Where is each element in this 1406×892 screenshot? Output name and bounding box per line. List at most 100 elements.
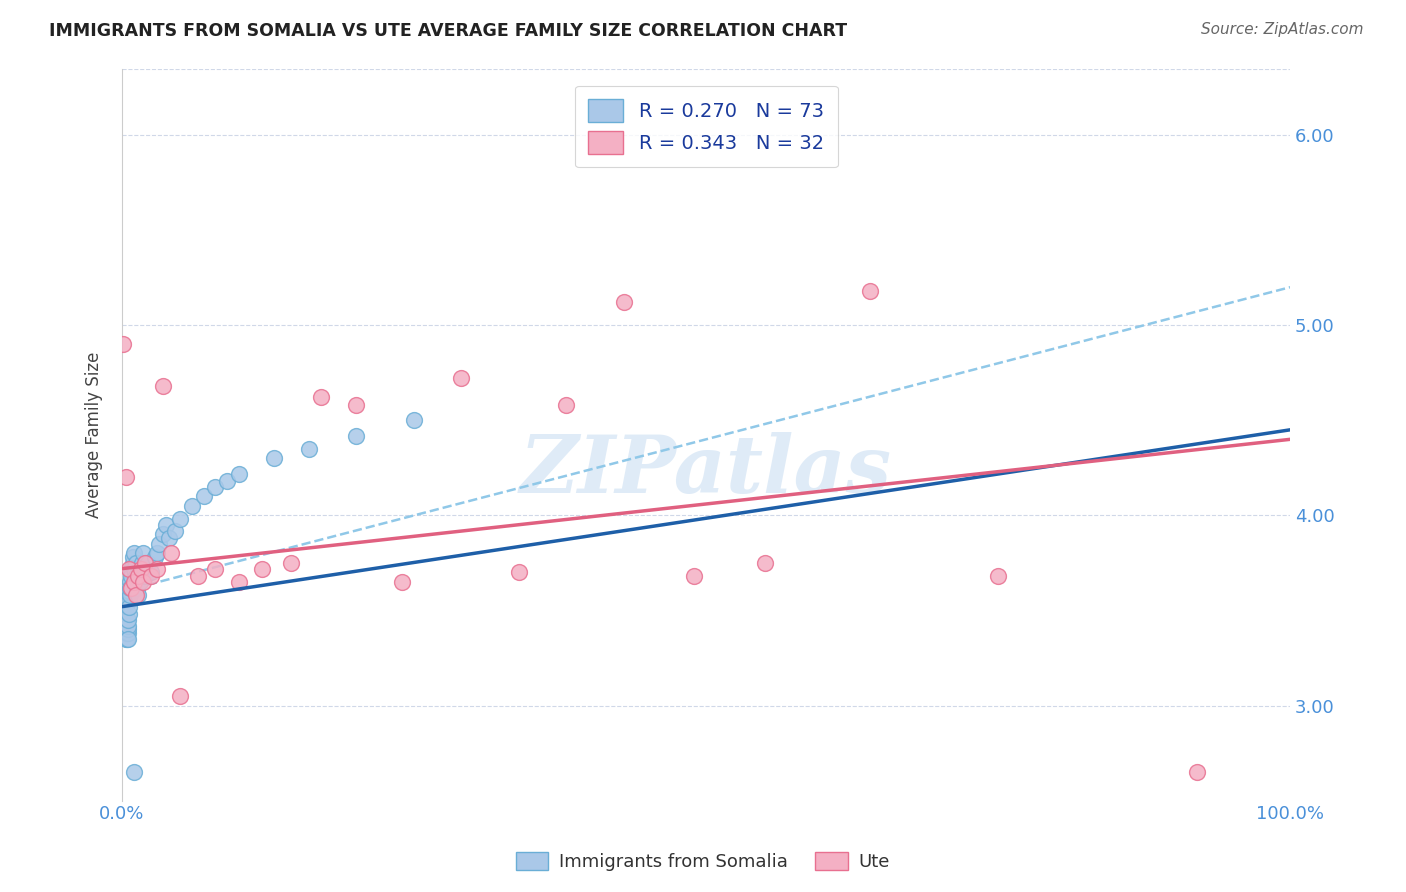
Point bbox=[1185, 765, 1208, 780]
Point bbox=[263, 451, 285, 466]
Point bbox=[252, 561, 274, 575]
Point bbox=[987, 569, 1010, 583]
Point bbox=[115, 623, 138, 637]
Point bbox=[134, 561, 156, 575]
Point bbox=[114, 626, 136, 640]
Point bbox=[112, 599, 135, 614]
Point bbox=[450, 371, 472, 385]
Point bbox=[117, 632, 139, 646]
Point bbox=[132, 574, 155, 589]
Point bbox=[141, 566, 163, 580]
Point bbox=[114, 623, 136, 637]
Point bbox=[344, 428, 367, 442]
Point bbox=[131, 556, 153, 570]
Point bbox=[112, 613, 135, 627]
Point bbox=[112, 607, 135, 622]
Point bbox=[134, 569, 156, 583]
Text: IMMIGRANTS FROM SOMALIA VS UTE AVERAGE FAMILY SIZE CORRELATION CHART: IMMIGRANTS FROM SOMALIA VS UTE AVERAGE F… bbox=[49, 22, 848, 40]
Point bbox=[193, 489, 215, 503]
Point bbox=[141, 569, 163, 583]
Point bbox=[404, 413, 426, 427]
Text: Source: ZipAtlas.com: Source: ZipAtlas.com bbox=[1201, 22, 1364, 37]
Point bbox=[118, 599, 141, 614]
Point bbox=[112, 603, 135, 617]
Point bbox=[120, 581, 142, 595]
Point bbox=[127, 588, 149, 602]
Point bbox=[114, 470, 136, 484]
Point bbox=[143, 550, 166, 565]
Point bbox=[228, 574, 250, 589]
Point bbox=[754, 556, 776, 570]
Point bbox=[118, 584, 141, 599]
Point bbox=[124, 574, 146, 589]
Point bbox=[391, 574, 413, 589]
Point bbox=[112, 613, 135, 627]
Point bbox=[114, 607, 136, 622]
Point bbox=[127, 569, 149, 583]
Point bbox=[152, 527, 174, 541]
Point bbox=[613, 295, 636, 310]
Point bbox=[160, 546, 183, 560]
Point bbox=[122, 574, 145, 589]
Point bbox=[169, 689, 191, 703]
Point bbox=[136, 556, 159, 570]
Point bbox=[555, 398, 578, 412]
Point bbox=[134, 556, 156, 570]
Point bbox=[120, 588, 142, 602]
Point bbox=[146, 561, 169, 575]
Point bbox=[148, 537, 170, 551]
Point bbox=[117, 613, 139, 627]
Point bbox=[169, 512, 191, 526]
Point bbox=[118, 594, 141, 608]
Point bbox=[121, 556, 143, 570]
Legend: R = 0.270   N = 73, R = 0.343   N = 32: R = 0.270 N = 73, R = 0.343 N = 32 bbox=[575, 86, 838, 168]
Point bbox=[129, 566, 152, 580]
Point bbox=[125, 588, 148, 602]
Point bbox=[157, 531, 180, 545]
Point bbox=[280, 556, 302, 570]
Point bbox=[120, 569, 142, 583]
Point bbox=[112, 626, 135, 640]
Point bbox=[125, 556, 148, 570]
Point bbox=[122, 765, 145, 780]
Point bbox=[344, 398, 367, 412]
Point bbox=[118, 607, 141, 622]
Point bbox=[163, 524, 186, 538]
Point bbox=[112, 594, 135, 608]
Point bbox=[187, 569, 209, 583]
Point bbox=[859, 284, 882, 298]
Point bbox=[115, 626, 138, 640]
Point bbox=[117, 623, 139, 637]
Point bbox=[128, 574, 150, 589]
Point bbox=[112, 337, 135, 351]
Point bbox=[508, 566, 530, 580]
Point bbox=[114, 618, 136, 632]
Text: ZIPatlas: ZIPatlas bbox=[520, 433, 893, 510]
Point bbox=[309, 391, 332, 405]
Point bbox=[683, 569, 706, 583]
Point bbox=[155, 517, 177, 532]
Point bbox=[115, 618, 138, 632]
Point bbox=[112, 618, 135, 632]
Point bbox=[118, 561, 141, 575]
Point bbox=[115, 632, 138, 646]
Point bbox=[114, 613, 136, 627]
Point bbox=[298, 442, 321, 456]
Point bbox=[120, 561, 142, 575]
Point bbox=[124, 566, 146, 580]
Point bbox=[120, 574, 142, 589]
Point bbox=[114, 632, 136, 646]
Point bbox=[132, 546, 155, 560]
Point bbox=[204, 480, 226, 494]
Point bbox=[122, 561, 145, 575]
Point bbox=[120, 581, 142, 595]
Point bbox=[112, 618, 135, 632]
Point bbox=[121, 550, 143, 565]
Point bbox=[146, 546, 169, 560]
Point bbox=[112, 623, 135, 637]
Point bbox=[125, 569, 148, 583]
Point bbox=[129, 561, 152, 575]
Point bbox=[181, 499, 204, 513]
Point bbox=[122, 546, 145, 560]
Point bbox=[117, 626, 139, 640]
